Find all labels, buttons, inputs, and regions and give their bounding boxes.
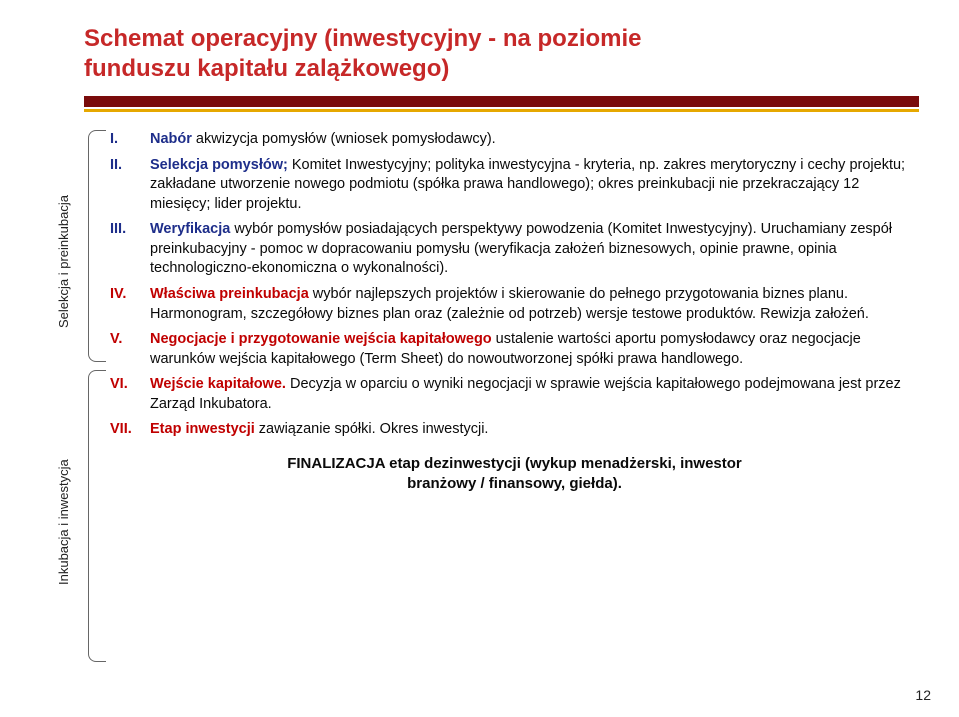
slide-title: Schemat operacyjny (inwestycyjny - na po… (0, 24, 959, 92)
final-line-2: branżowy / finansowy, giełda). (407, 475, 622, 492)
rule-dark (84, 96, 919, 107)
stage-lead-7: Etap inwestycji (150, 421, 255, 437)
stage-item-4: IV. Właściwa preinkubacja wybór najlepsz… (110, 285, 919, 324)
side-label-selection: Selekcja i preinkubacja (56, 152, 74, 372)
stage-lead-6: Wejście kapitałowe. (150, 376, 286, 392)
stage-lead-2: Selekcja pomysłów; (150, 157, 288, 173)
stage-lead-5: Negocjacje i przygotowanie wejścia kapit… (150, 331, 492, 347)
stage-item-3: III. Weryfikacja wybór pomysłów posiadaj… (110, 220, 919, 279)
stage-num-5: V. (110, 330, 122, 350)
stage-text-7: zawiązanie spółki. Okres inwestycji. (255, 421, 489, 437)
stage-lead-4: Właściwa preinkubacja (150, 286, 309, 302)
stage-num-4: IV. (110, 285, 126, 305)
stage-num-1: I. (110, 130, 118, 150)
stage-item-2: II. Selekcja pomysłów; Komitet Inwestycy… (110, 156, 919, 215)
stage-text-1: akwizycja pomysłów (wniosek pomysłodawcy… (192, 131, 496, 147)
final-line-1: FINALIZACJA etap dezinwestycji (wykup me… (287, 455, 742, 472)
stage-lead-1: Nabór (150, 131, 192, 147)
stage-item-6: VI. Wejście kapitałowe. Decyzja w oparci… (110, 375, 919, 414)
bracket-incubation (88, 370, 106, 662)
stage-item-5: V. Negocjacje i przygotowanie wejścia ka… (110, 330, 919, 369)
side-label-incubation: Inkubacja i inwestycja (56, 412, 74, 632)
stage-num-7: VII. (110, 420, 132, 440)
content-area: Selekcja i preinkubacja Inkubacja i inwe… (0, 112, 959, 440)
title-line-1: Schemat operacyjny (inwestycyjny - na po… (84, 24, 919, 54)
stage-list: I. Nabór akwizycja pomysłów (wniosek pom… (110, 130, 919, 440)
finalization: FINALIZACJA etap dezinwestycji (wykup me… (110, 454, 919, 495)
stage-num-6: VI. (110, 375, 128, 395)
page-number: 12 (915, 687, 931, 703)
stage-item-7: VII. Etap inwestycji zawiązanie spółki. … (110, 420, 919, 440)
stage-num-2: II. (110, 156, 122, 176)
title-rule (84, 96, 919, 112)
stage-text-3: wybór pomysłów posiadających perspektywy… (150, 221, 892, 276)
stage-num-3: III. (110, 220, 126, 240)
bracket-selection (88, 130, 106, 362)
stage-lead-3: Weryfikacja (150, 221, 230, 237)
title-line-2: funduszu kapitału zalążkowego) (84, 54, 919, 84)
stage-item-1: I. Nabór akwizycja pomysłów (wniosek pom… (110, 130, 919, 150)
